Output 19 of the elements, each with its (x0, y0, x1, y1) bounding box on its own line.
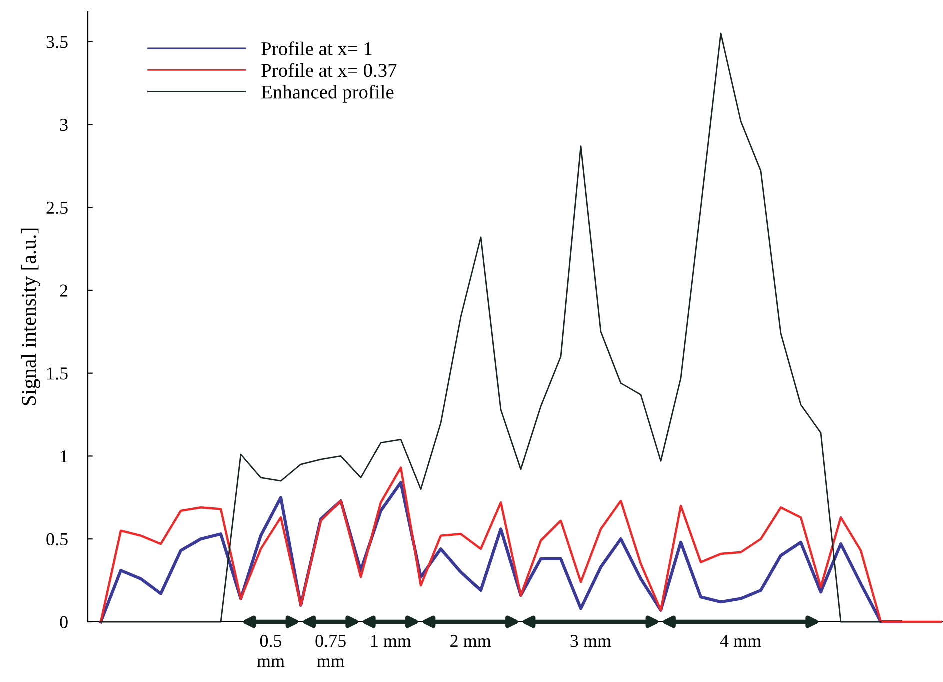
text: 0.75 mm (316, 635, 346, 668)
text: 3 mm (570, 635, 612, 648)
text: 0.5 mm (257, 635, 285, 668)
y-tick-label: 2.5 (46, 202, 68, 214)
y-tick-label: 0 (60, 616, 68, 628)
y-tick-label: 3 (60, 119, 68, 132)
y-tick-label: 1 (61, 450, 68, 463)
y-tick-label: 0.5 (46, 533, 68, 546)
legend-label: Profile at x= 1 (262, 42, 372, 56)
y-tick-label: 2 (60, 284, 68, 297)
legend-label: Profile at x= 0.37 (262, 63, 397, 78)
y-tick-label: 1.5 (48, 368, 68, 380)
y-tick-label: 3.5 (46, 36, 68, 48)
line-series (100, 32, 882, 623)
text: 1 mm (371, 635, 412, 648)
y-axis-title: Signal intensity [a.u.] (21, 228, 40, 406)
text: 2 mm (450, 635, 492, 648)
text: 4 mm (720, 635, 762, 648)
legend-label: Enhanced profile (262, 84, 394, 103)
